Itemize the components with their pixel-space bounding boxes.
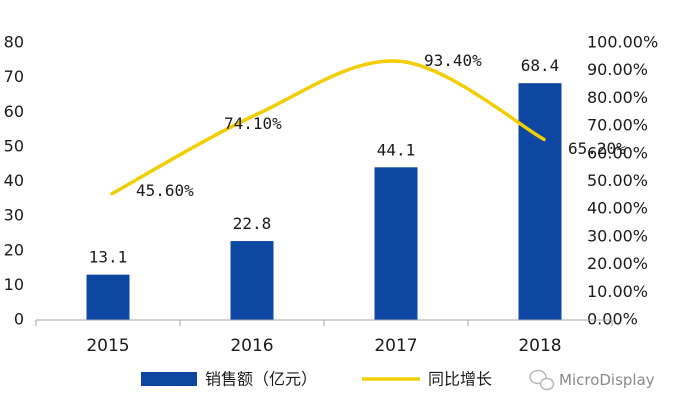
right-axis-tick-label: 30.00% <box>587 226 648 245</box>
right-axis-tick-label: 80.00% <box>587 88 648 107</box>
x-axis-tick-label: 2016 <box>230 336 273 356</box>
bar-series <box>86 83 562 320</box>
x-axis-tick-label: 2018 <box>518 336 561 356</box>
right-axis-tick-label: 40.00% <box>587 199 648 218</box>
bar <box>518 83 562 320</box>
right-axis-tick-label: 0.00% <box>587 310 638 329</box>
right-axis-tick-label: 50.00% <box>587 171 648 190</box>
left-axis-tick-label: 80 <box>4 33 24 52</box>
watermark: MicroDisplay <box>529 369 655 391</box>
bar <box>230 241 274 320</box>
left-axis-tick-label: 40 <box>4 171 24 190</box>
left-axis-tick-label: 60 <box>4 102 24 121</box>
legend-label-bar: 销售额（亿元） <box>205 370 317 389</box>
right-axis-tick-label: 90.00% <box>587 60 648 79</box>
growth-value-label: 74.10% <box>224 114 282 133</box>
legend-label-line: 同比增长 <box>428 370 492 389</box>
line-series <box>110 59 546 196</box>
left-axis-tick-label: 50 <box>4 136 24 155</box>
line-value-labels: 45.60% 74.10% 93.40% 65.20% <box>136 51 626 200</box>
x-axis-tick-label: 2017 <box>374 336 417 356</box>
bar-value-label: 13.1 <box>89 248 128 267</box>
growth-value-label: 65.20% <box>568 139 626 158</box>
x-axis-tick-label: 2015 <box>86 336 129 356</box>
left-axis-tick-label: 0 <box>14 310 24 329</box>
growth-value-label: 93.40% <box>424 51 482 70</box>
right-axis-tick-label: 20.00% <box>587 254 648 273</box>
right-axis-ticks: 0.00% 10.00% 20.00% 30.00% 40.00% 50.00% 60.00… <box>587 33 658 329</box>
x-axis-ticks: 2015 2016 2017 2018 <box>35 320 613 356</box>
left-axis-tick-label: 30 <box>4 206 24 225</box>
bar <box>86 274 130 320</box>
right-axis-tick-label: 70.00% <box>587 116 648 135</box>
left-axis-tick-label: 20 <box>4 240 24 259</box>
growth-value-label: 45.60% <box>136 181 194 200</box>
bar <box>374 167 418 320</box>
growth-line <box>110 59 546 196</box>
right-axis-tick-label: 10.00% <box>587 282 648 301</box>
left-axis-tick-label: 10 <box>4 275 24 294</box>
bar-value-label: 44.1 <box>377 140 416 159</box>
watermark-text: MicroDisplay <box>559 371 655 389</box>
left-axis-ticks: 0 10 20 30 40 50 60 70 80 <box>4 33 24 329</box>
legend: 销售额（亿元） 同比增长 <box>141 370 492 389</box>
right-axis-tick-label: 100.00% <box>587 33 658 52</box>
legend-swatch-bar <box>141 372 197 386</box>
left-axis-tick-label: 70 <box>4 67 24 86</box>
wechat-icon <box>529 369 555 391</box>
right-axis-tick-label: 60.00% <box>587 143 648 162</box>
bar-value-label: 68.4 <box>521 56 560 75</box>
bar-value-labels: 13.1 22.8 44.1 68.4 <box>89 56 560 266</box>
bar-value-label: 22.8 <box>233 214 272 233</box>
